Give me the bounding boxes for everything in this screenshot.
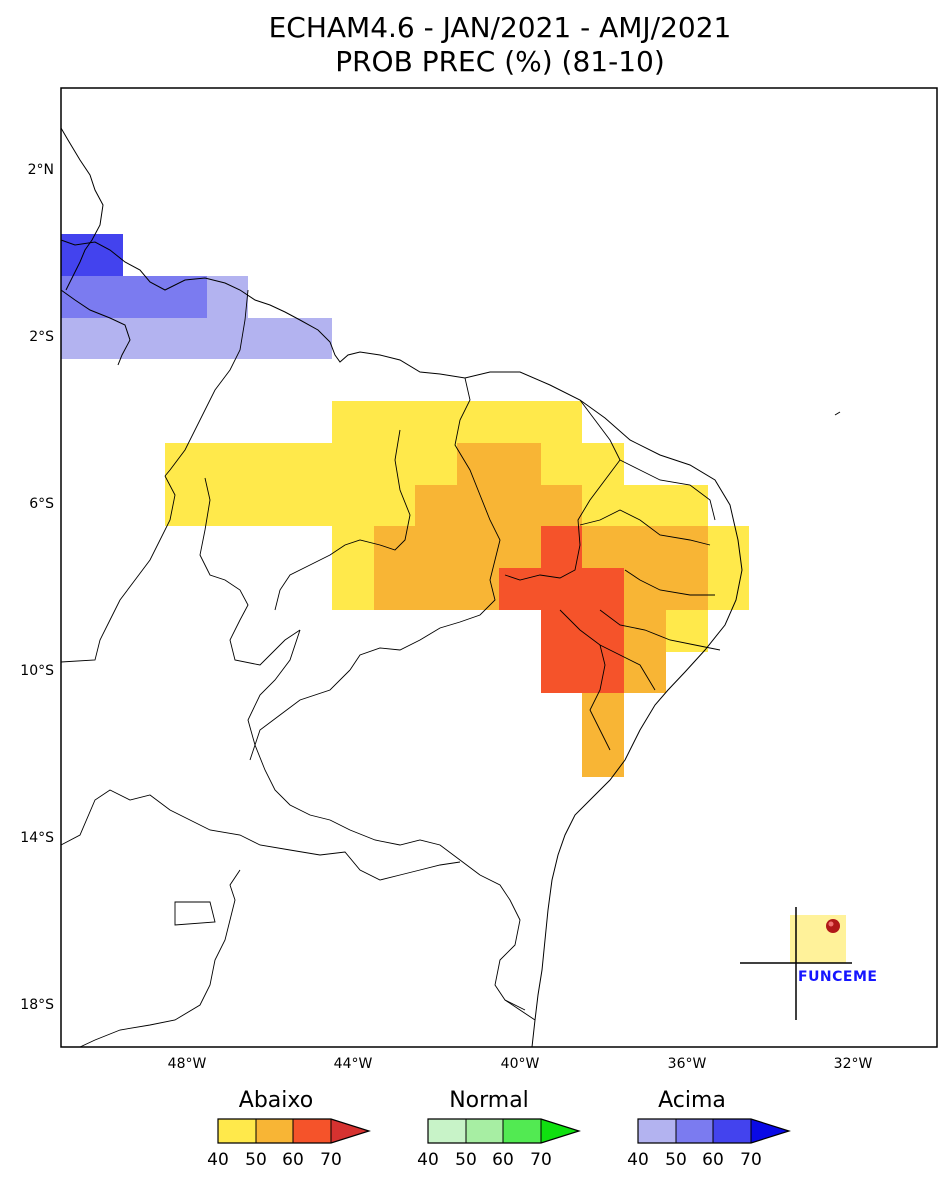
legend-tick: 70 xyxy=(530,1150,552,1170)
lon-label: 40°W xyxy=(500,1056,540,1072)
legend-acima-bar xyxy=(637,1118,791,1144)
grid-cell xyxy=(415,485,582,526)
grid-cell xyxy=(499,568,624,610)
grid-cell xyxy=(666,610,708,652)
grid-cell xyxy=(61,276,207,318)
legend-tick: 50 xyxy=(245,1150,267,1170)
lat-label: 18°S xyxy=(20,997,54,1013)
lat-label: 2°S xyxy=(29,329,54,345)
abaixo-cells xyxy=(165,401,749,777)
lon-label: 36°W xyxy=(667,1056,707,1072)
funceme-logo-text: FUNCEME xyxy=(798,969,878,985)
legend-title-normal: Normal xyxy=(449,1088,529,1113)
map-title-line1: ECHAM4.6 - JAN/2021 - AMJ/2021 xyxy=(268,11,732,44)
legend-tick: 40 xyxy=(417,1150,439,1170)
grid-cell xyxy=(541,526,582,568)
legend-normal-bar xyxy=(427,1118,581,1144)
lat-label: 6°S xyxy=(29,496,54,512)
coastline xyxy=(60,127,841,1048)
grid-cell xyxy=(61,318,332,359)
legend-tick: 60 xyxy=(282,1150,304,1170)
legend-tick: 60 xyxy=(492,1150,514,1170)
map-title-line2: PROB PREC (%) (81-10) xyxy=(335,45,665,78)
legend-tick: 70 xyxy=(740,1150,762,1170)
legend-tick: 40 xyxy=(207,1150,229,1170)
legend-tick: 70 xyxy=(320,1150,342,1170)
state-borders xyxy=(60,289,721,1048)
map-frame xyxy=(60,87,938,1048)
legend-title-acima: Acima xyxy=(658,1088,726,1113)
lat-label: 14°S xyxy=(20,830,54,846)
legend-title-abaixo: Abaixo xyxy=(238,1088,314,1113)
grid-cell xyxy=(61,234,123,276)
legend-tick: 60 xyxy=(702,1150,724,1170)
lon-label: 44°W xyxy=(333,1056,373,1072)
legend-abaixo-bar xyxy=(217,1118,371,1144)
legend-tick: 40 xyxy=(627,1150,649,1170)
lat-label: 10°S xyxy=(20,663,54,679)
funceme-logo xyxy=(740,907,852,1020)
grid-cell xyxy=(207,276,248,318)
lon-label: 32°W xyxy=(833,1056,873,1072)
grid-cell xyxy=(541,610,624,693)
legend-tick: 50 xyxy=(665,1150,687,1170)
grid-cell xyxy=(165,443,624,485)
grid-cell xyxy=(457,443,541,485)
lon-label: 48°W xyxy=(167,1056,207,1072)
legend-tick: 50 xyxy=(455,1150,477,1170)
acima-cells xyxy=(61,234,332,359)
lat-label: 2°N xyxy=(27,162,54,178)
